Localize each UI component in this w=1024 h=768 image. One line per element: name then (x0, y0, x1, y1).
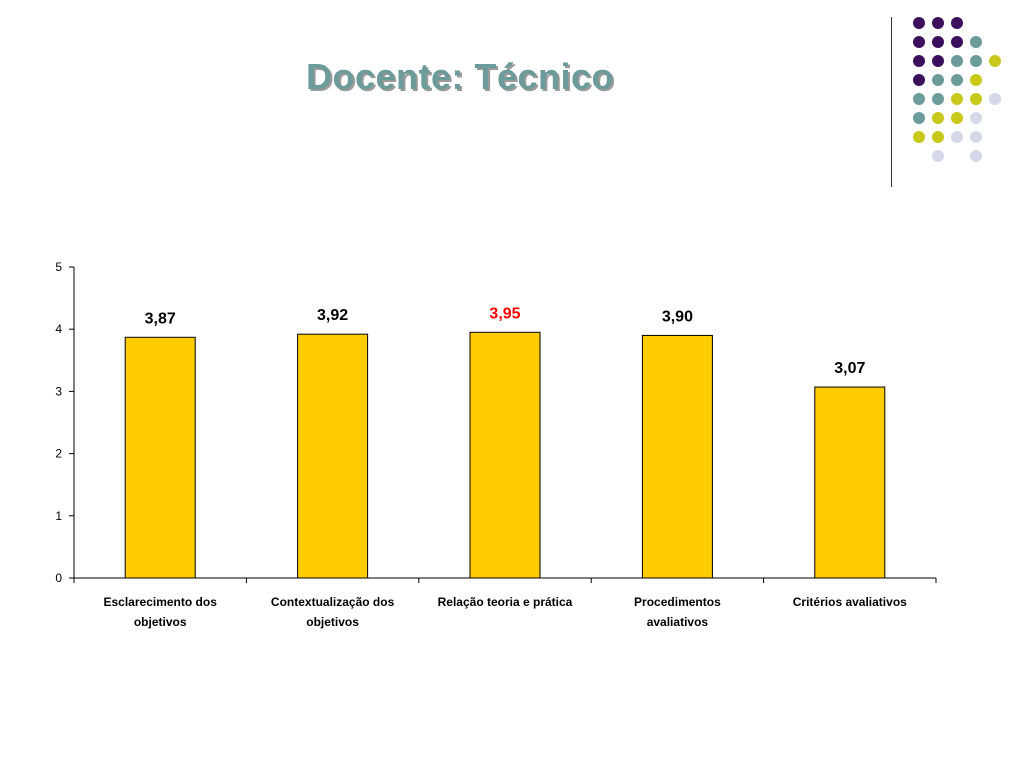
title-divider (891, 17, 892, 187)
data-labels: 3,87 3,92 3,95 3,90 3,07 (145, 305, 866, 377)
bar (814, 386, 886, 579)
category-label: Critérios avaliativos (793, 595, 907, 609)
bar (469, 331, 541, 579)
y-tick-label: 4 (55, 322, 62, 336)
slide-title: Docente: Técnico (305, 56, 615, 97)
data-label: 3,92 (317, 307, 348, 324)
bar (297, 333, 369, 579)
bar (124, 336, 196, 579)
category-label: avaliativos (647, 615, 709, 629)
y-tick-label: 0 (55, 571, 62, 585)
data-label: 3,95 (489, 305, 520, 322)
y-tick-label: 1 (55, 509, 62, 523)
category-label: objetivos (306, 615, 359, 629)
bars (124, 331, 886, 579)
category-label: Relação teoria e prática (438, 595, 573, 609)
category-labels: Esclarecimento dos objetivos Contextualiza… (104, 595, 908, 629)
y-tick-label: 3 (55, 384, 62, 398)
data-label: 3,87 (145, 310, 176, 327)
y-tick-label: 5 (55, 260, 62, 274)
y-tick-label: 2 (55, 447, 62, 461)
category-label: Contextualização dos (271, 595, 395, 609)
y-axis-ticks: 0 1 2 3 4 5 (55, 260, 74, 585)
data-label: 3,90 (662, 308, 693, 325)
x-axis-ticks (73, 578, 937, 583)
data-label: 3,07 (834, 360, 865, 377)
category-label: Esclarecimento dos (104, 595, 218, 609)
category-label: objetivos (134, 615, 187, 629)
bar (641, 334, 713, 579)
category-label: Procedimentos (634, 595, 721, 609)
